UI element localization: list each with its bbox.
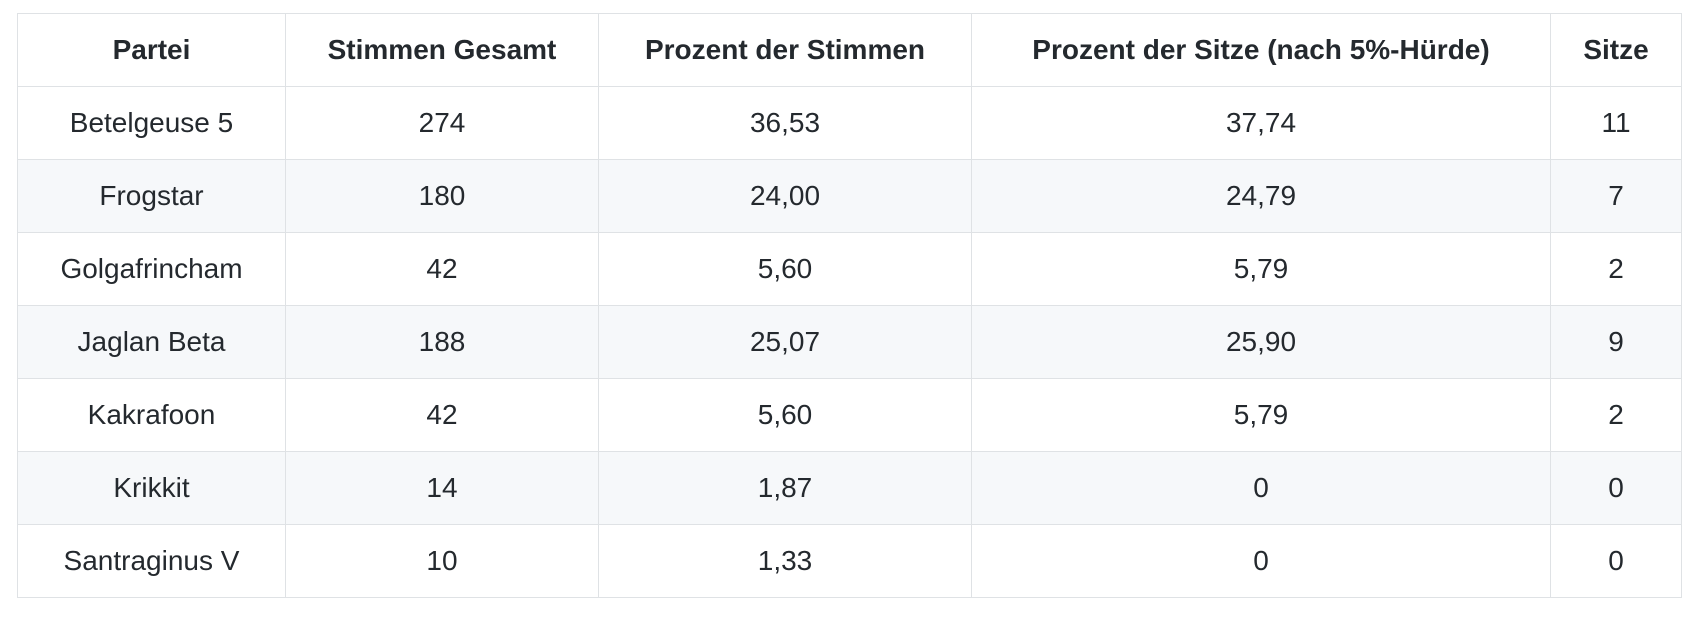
table-row: Kakrafoon 42 5,60 5,79 2 bbox=[17, 378, 1682, 452]
table-cell: 1,33 bbox=[598, 524, 972, 598]
table-row: Golgafrincham 42 5,60 5,79 2 bbox=[17, 232, 1682, 306]
table-cell: Jaglan Beta bbox=[17, 305, 286, 379]
table-cell: 25,90 bbox=[971, 305, 1551, 379]
table-cell: 0 bbox=[971, 451, 1551, 525]
table-cell: 0 bbox=[1550, 451, 1682, 525]
table-cell: 0 bbox=[1550, 524, 1682, 598]
table-body: Betelgeuse 5 274 36,53 37,74 11 Frogstar 180 24… bbox=[17, 86, 1682, 598]
table-row: Santraginus V 10 1,33 0 0 bbox=[17, 524, 1682, 598]
table-row: Betelgeuse 5 274 36,53 37,74 11 bbox=[17, 86, 1682, 160]
table-cell: 274 bbox=[285, 86, 599, 160]
table-cell: 180 bbox=[285, 159, 599, 233]
header-cell: Prozent der Sitze (nach 5%-Hürde) bbox=[971, 13, 1551, 87]
table-row: Jaglan Beta 188 25,07 25,90 9 bbox=[17, 305, 1682, 379]
table-cell: 0 bbox=[971, 524, 1551, 598]
table-cell: 5,79 bbox=[971, 378, 1551, 452]
table-cell: Golgafrincham bbox=[17, 232, 286, 306]
results-table: Partei Stimmen Gesamt Prozent der Stimmen P… bbox=[17, 13, 1682, 598]
table-cell: 1,87 bbox=[598, 451, 972, 525]
table-cell: 5,60 bbox=[598, 378, 972, 452]
table-header: Partei Stimmen Gesamt Prozent der Stimmen P… bbox=[17, 13, 1682, 87]
header-cell: Prozent der Stimmen bbox=[598, 13, 972, 87]
table-cell: 42 bbox=[285, 232, 599, 306]
table-cell: 5,60 bbox=[598, 232, 972, 306]
table-cell: Krikkit bbox=[17, 451, 286, 525]
table-cell: 188 bbox=[285, 305, 599, 379]
table-cell: Frogstar bbox=[17, 159, 286, 233]
table-cell: 14 bbox=[285, 451, 599, 525]
table-cell: 7 bbox=[1550, 159, 1682, 233]
header-row: Partei Stimmen Gesamt Prozent der Stimmen P… bbox=[17, 13, 1682, 87]
table-cell: Betelgeuse 5 bbox=[17, 86, 286, 160]
table-cell: 2 bbox=[1550, 378, 1682, 452]
table-cell: 10 bbox=[285, 524, 599, 598]
table-cell: 42 bbox=[285, 378, 599, 452]
table-cell: Kakrafoon bbox=[17, 378, 286, 452]
header-cell: Stimmen Gesamt bbox=[285, 13, 599, 87]
table-cell: 24,00 bbox=[598, 159, 972, 233]
table-cell: 2 bbox=[1550, 232, 1682, 306]
table-cell: 36,53 bbox=[598, 86, 972, 160]
table-row: Krikkit 14 1,87 0 0 bbox=[17, 451, 1682, 525]
table-cell: 24,79 bbox=[971, 159, 1551, 233]
table-cell: Santraginus V bbox=[17, 524, 286, 598]
table-cell: 11 bbox=[1550, 86, 1682, 160]
table-cell: 9 bbox=[1550, 305, 1682, 379]
table-cell: 37,74 bbox=[971, 86, 1551, 160]
table-cell: 25,07 bbox=[598, 305, 972, 379]
table-cell: 5,79 bbox=[971, 232, 1551, 306]
header-cell: Sitze bbox=[1550, 13, 1682, 87]
table-row: Frogstar 180 24,00 24,79 7 bbox=[17, 159, 1682, 233]
header-cell: Partei bbox=[17, 13, 286, 87]
